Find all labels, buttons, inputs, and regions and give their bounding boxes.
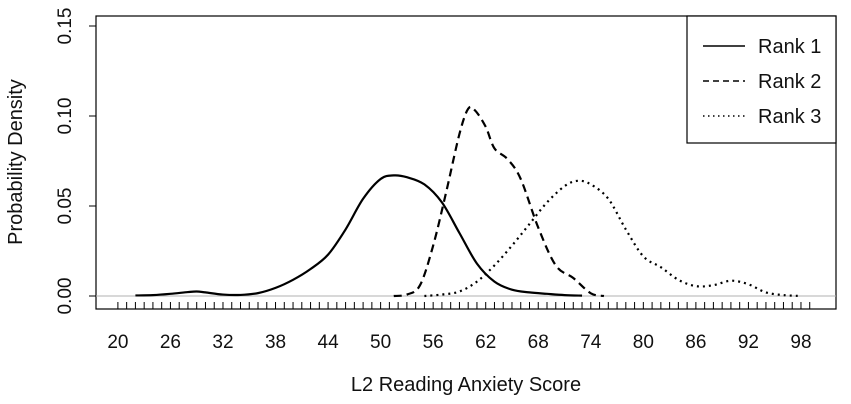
x-tick-label: 98 [790, 332, 811, 353]
y-axis-ticks: 0.00 0.05 0.10 0.15 [55, 8, 96, 315]
x-tick-label: 20 [107, 332, 128, 353]
legend-box [686, 15, 837, 144]
x-tick-label: 62 [475, 332, 496, 353]
y-tick-label: 0.05 [55, 188, 76, 225]
y-tick-label: 0.10 [55, 98, 76, 135]
x-axis-title: L2 Reading Anxiety Score [351, 374, 581, 396]
series-lines [135, 105, 802, 298]
x-tick-label: 50 [370, 332, 391, 353]
x-tick-label: 56 [423, 332, 444, 353]
legend-label-rank-3: Rank 3 [758, 106, 821, 128]
y-axis-title: Probability Density [5, 79, 27, 245]
x-tick-label: 74 [580, 332, 602, 353]
x-tick-label: 86 [685, 332, 706, 353]
x-tick-label: 44 [318, 332, 340, 353]
x-tick-label: 80 [633, 332, 654, 353]
legend-label-rank-1: Rank 1 [758, 36, 821, 58]
x-tick-label: 92 [738, 332, 759, 353]
series-line-rank-2 [393, 105, 605, 298]
x-tick-label: 26 [160, 332, 181, 353]
legend: Rank 1 Rank 2 Rank 3 [686, 15, 837, 144]
y-tick-label: 0.15 [55, 8, 76, 45]
y-tick-label: 0.00 [55, 278, 76, 315]
x-tick-label: 68 [528, 332, 549, 353]
x-axis-ticks: 20 26 32 38 44 50 56 62 68 74 80 86 92 98 [107, 332, 811, 353]
minor-tick-marks [117, 302, 811, 309]
plot-frame [95, 15, 837, 310]
legend-label-rank-2: Rank 2 [758, 71, 821, 93]
x-tick-label: 38 [265, 332, 286, 353]
series-line-rank-3 [424, 179, 802, 298]
series-line-rank-1 [135, 174, 583, 297]
x-tick-label: 32 [212, 332, 233, 353]
